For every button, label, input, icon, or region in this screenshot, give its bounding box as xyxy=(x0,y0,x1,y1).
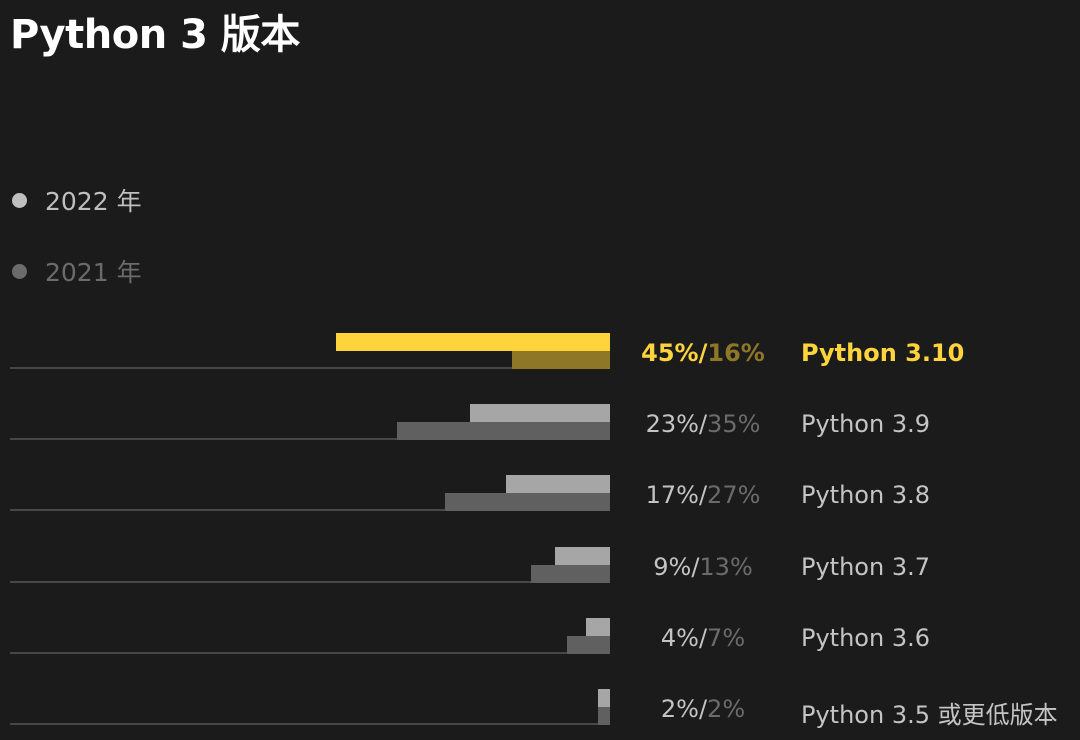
bar-2021 xyxy=(567,636,610,654)
row-baseline xyxy=(10,367,610,369)
chart-row: 9%/13% Python 3.7 xyxy=(0,547,1080,587)
category-label: Python 3.7 xyxy=(801,553,930,581)
bar-2022 xyxy=(555,547,610,565)
value-2021: 13% xyxy=(699,553,753,581)
value-label: 23%/35% xyxy=(618,410,788,438)
value-2022: 45% xyxy=(641,339,699,367)
value-2021: 35% xyxy=(707,410,761,438)
value-label: 4%/7% xyxy=(618,624,788,652)
bar-2022 xyxy=(597,689,610,707)
value-separator: / xyxy=(698,624,708,652)
bar-2021 xyxy=(512,351,610,369)
value-separator: / xyxy=(698,481,708,509)
value-separator: / xyxy=(691,553,700,581)
bar-2021 xyxy=(396,422,610,440)
row-baseline xyxy=(10,581,610,583)
value-label: 17%/27% xyxy=(618,481,788,509)
row-baseline xyxy=(10,652,610,654)
legend-label-2022: 2022 年 xyxy=(45,187,142,216)
value-label: 9%/13% xyxy=(618,553,788,581)
value-2022: 4% xyxy=(660,624,699,652)
bar-2022 xyxy=(585,618,610,636)
row-baseline xyxy=(10,509,610,511)
value-2022: 2% xyxy=(660,695,699,723)
category-label: Python 3.8 xyxy=(801,481,930,509)
row-baseline xyxy=(10,723,610,725)
value-separator: / xyxy=(698,339,708,367)
legend-item-2021: 2021 年 xyxy=(12,256,142,287)
value-separator: / xyxy=(698,410,708,438)
row-baseline xyxy=(10,438,610,440)
category-label: Python 3.9 xyxy=(801,410,930,438)
value-label: 45%/16% xyxy=(618,339,788,367)
bar-2022 xyxy=(469,404,610,422)
value-2021: 2% xyxy=(707,695,746,723)
chart-row: 2%/2% Python 3.5 或更低版本 xyxy=(0,689,1080,729)
value-2021: 16% xyxy=(707,339,765,367)
bar-2021 xyxy=(530,565,610,583)
chart-title: Python 3 版本 xyxy=(10,12,300,58)
value-2021: 7% xyxy=(707,624,746,652)
value-separator: / xyxy=(698,695,708,723)
bar-2022 xyxy=(335,333,610,351)
category-label: Python 3.5 或更低版本 xyxy=(801,701,1058,729)
legend-marker-2021 xyxy=(12,263,27,279)
category-label: Python 3.6 xyxy=(801,624,930,652)
legend-marker-2022 xyxy=(12,192,27,208)
bar-2022 xyxy=(506,475,610,493)
category-label: Python 3.10 xyxy=(801,339,965,367)
value-2022: 9% xyxy=(653,553,692,581)
value-2022: 17% xyxy=(645,481,699,509)
value-label: 2%/2% xyxy=(618,695,788,723)
bar-2021 xyxy=(597,707,610,725)
value-2021: 27% xyxy=(707,481,761,509)
chart-row: 4%/7% Python 3.6 xyxy=(0,618,1080,658)
chart-row: 17%/27% Python 3.8 xyxy=(0,475,1080,515)
chart-row: 45%/16% Python 3.10 xyxy=(0,333,1080,373)
legend-label-2021: 2021 年 xyxy=(45,258,142,287)
bar-2021 xyxy=(445,493,610,511)
value-2022: 23% xyxy=(645,410,699,438)
legend-item-2022: 2022 年 xyxy=(12,185,142,216)
chart-row: 23%/35% Python 3.9 xyxy=(0,404,1080,444)
